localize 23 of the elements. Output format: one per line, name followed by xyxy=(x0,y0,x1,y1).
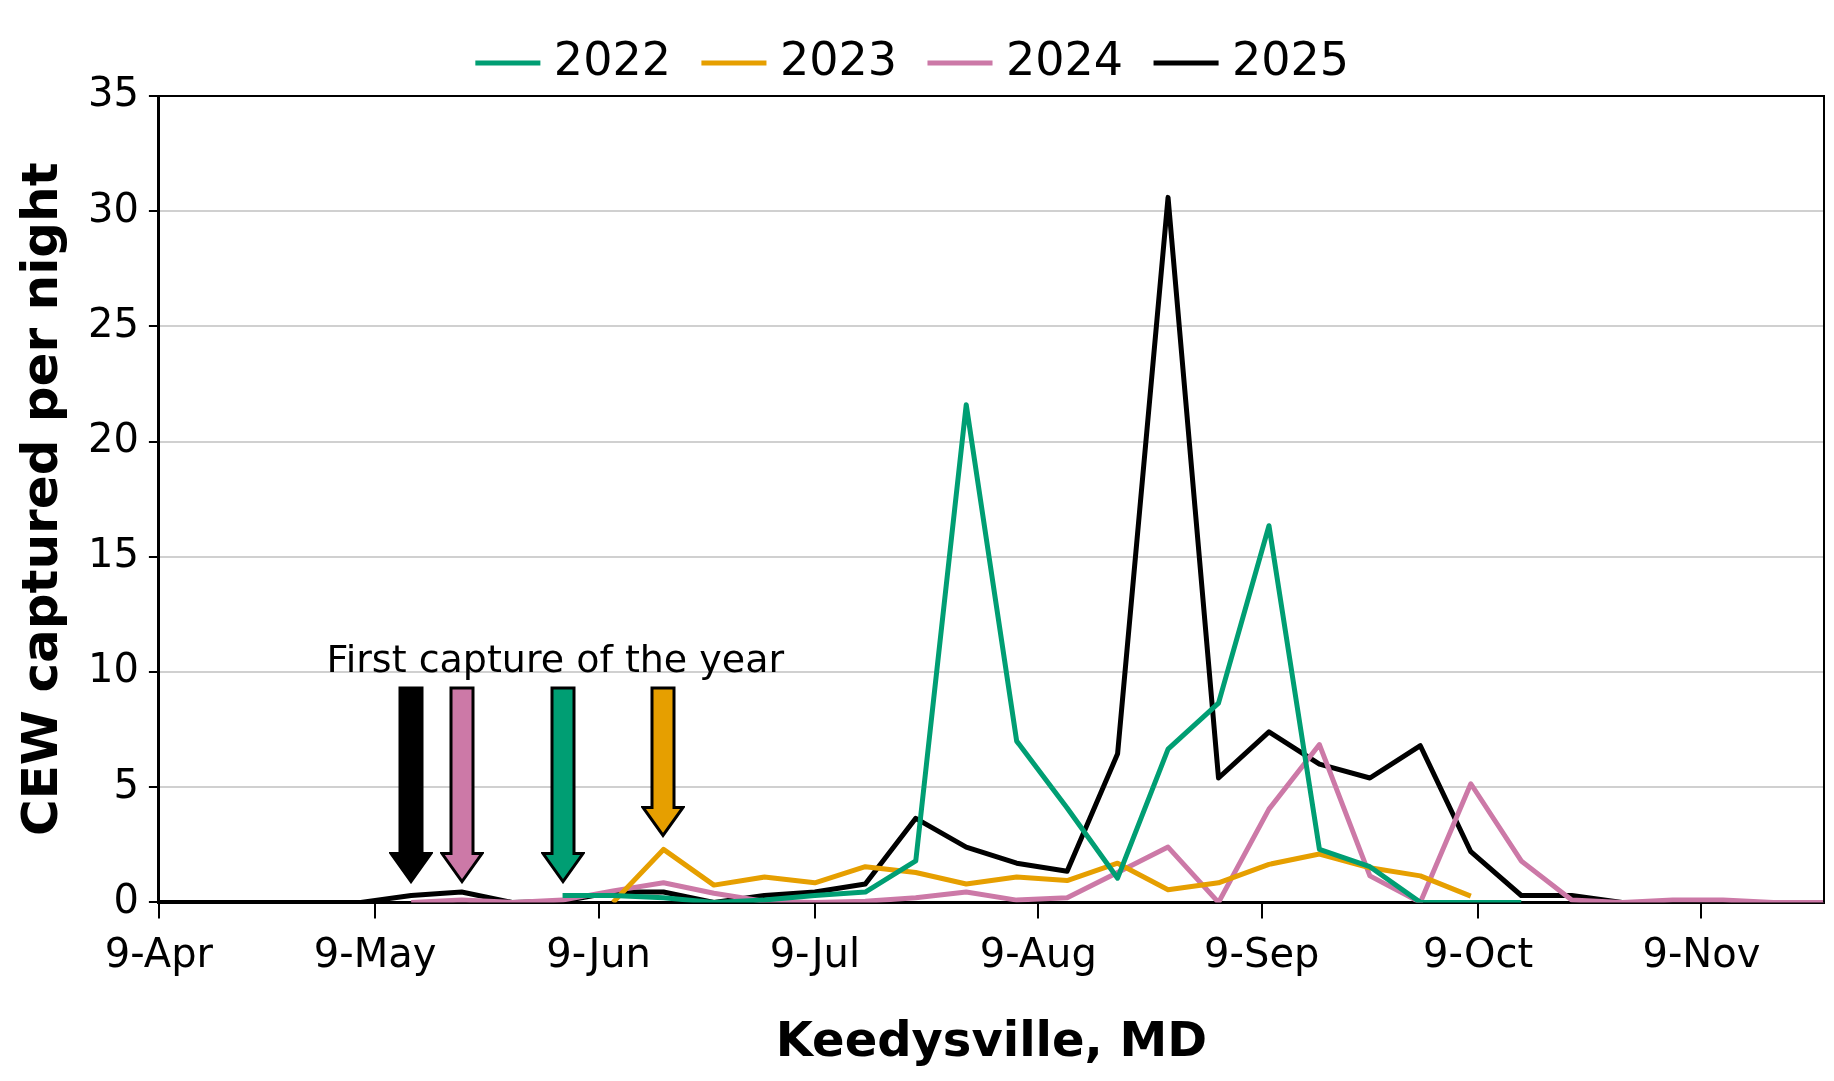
legend-label: 2023 xyxy=(779,31,898,86)
x-axis-title: Keedysville, MD xyxy=(775,1010,1208,1067)
x-tick-label: 9-Aug xyxy=(979,929,1097,976)
y-tick-label: 20 xyxy=(87,414,139,461)
legend-label: 2022 xyxy=(553,31,671,86)
annotation: First capture of the year xyxy=(326,637,785,682)
y-tick-label: 25 xyxy=(87,299,139,346)
y-tick-label: 5 xyxy=(113,760,139,807)
legend-label: 2024 xyxy=(1006,31,1124,86)
x-tick-label: 9-Jun xyxy=(546,929,651,976)
y-tick-label: 30 xyxy=(87,184,139,231)
x-tick-label: 9-Oct xyxy=(1422,929,1534,976)
y-tick-label: 35 xyxy=(87,69,139,116)
x-tick-label: 9-Apr xyxy=(104,929,214,976)
y-tick-label: 15 xyxy=(87,530,139,577)
y-tick-label: 10 xyxy=(87,645,139,692)
legend-label: 2025 xyxy=(1232,31,1350,86)
x-tick-label: 9-Jul xyxy=(769,929,861,976)
y-axis-title: CEW captured per night xyxy=(10,162,69,837)
y-tick-label: 0 xyxy=(113,875,139,922)
x-tick-label: 9-Sep xyxy=(1204,929,1320,976)
x-tick-label: 9-May xyxy=(313,929,437,976)
x-tick-label: 9-Nov xyxy=(1642,929,1761,976)
